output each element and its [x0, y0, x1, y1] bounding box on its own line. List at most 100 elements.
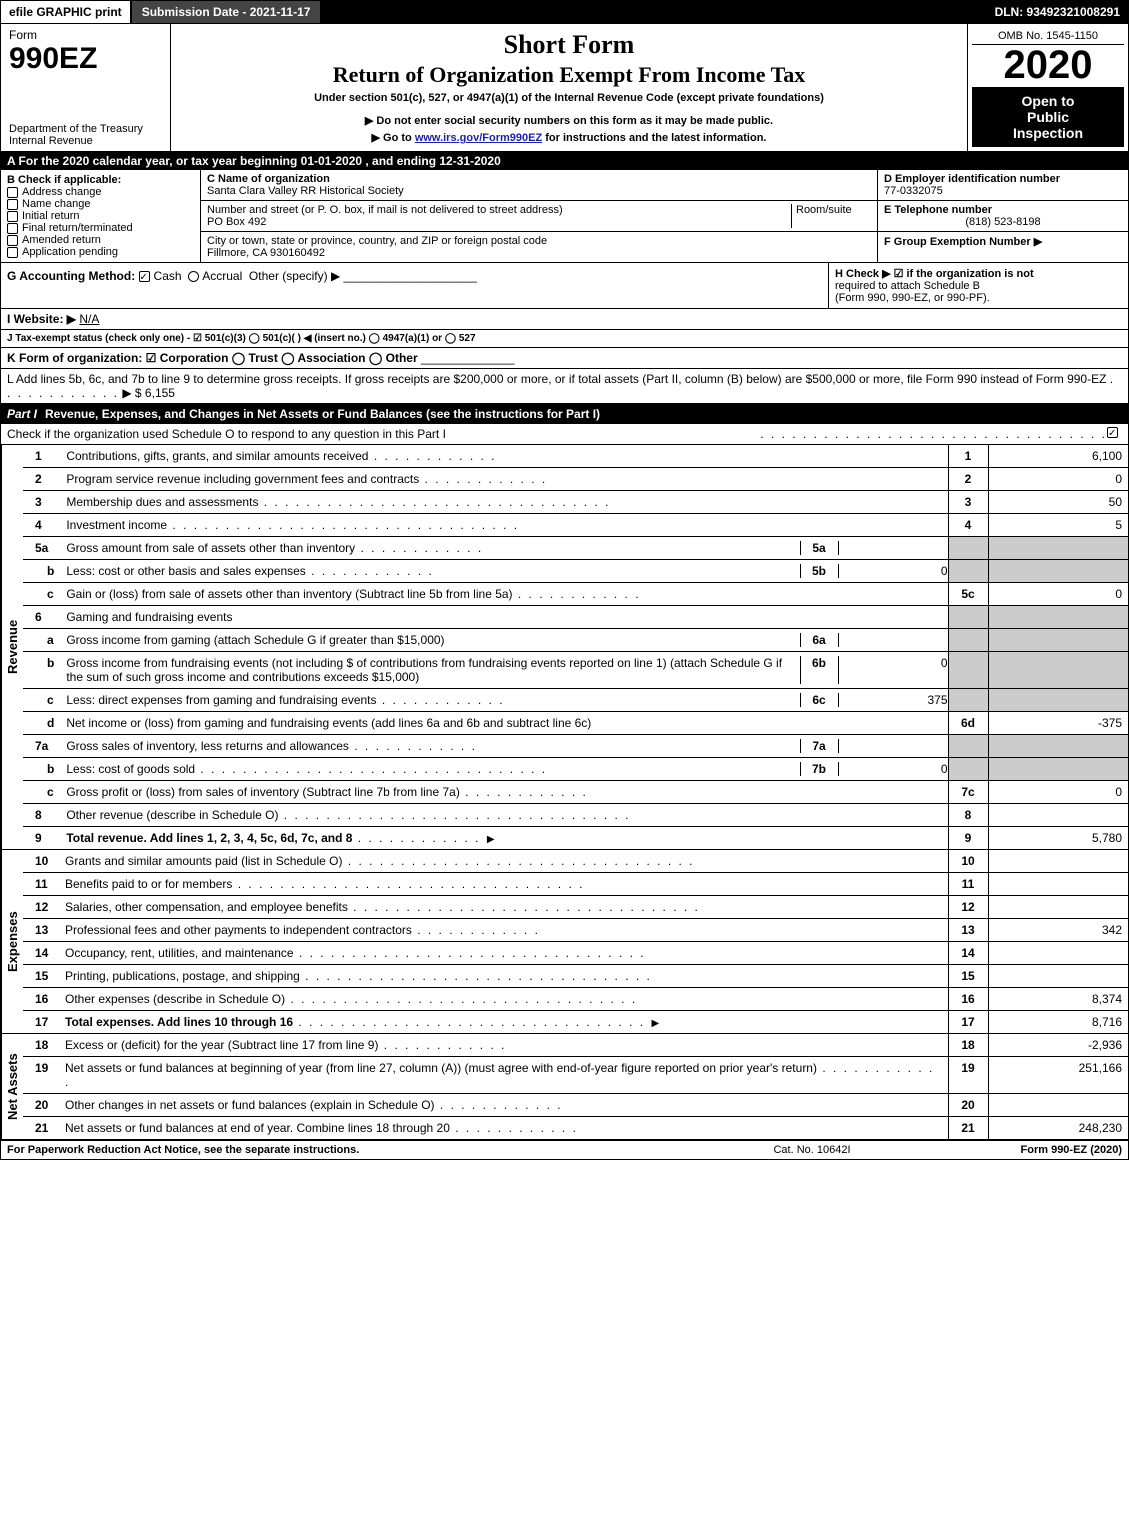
l18-val: -2,936 [988, 1034, 1128, 1057]
addr-label: Number and street (or P. O. box, if mail… [207, 204, 791, 216]
l14-val [988, 942, 1128, 965]
l9-rnum: 9 [948, 827, 988, 850]
l6a-shade2 [988, 629, 1128, 652]
l17-val: 8,716 [988, 1011, 1128, 1034]
l16-rnum: 16 [948, 988, 988, 1011]
l17-rnum: 17 [948, 1011, 988, 1034]
opt-initial-return: Initial return [22, 210, 79, 222]
l6a-shade1 [948, 629, 988, 652]
section-b-through-f: B Check if applicable: Address change Na… [1, 170, 1128, 263]
chk-cash[interactable] [139, 271, 150, 282]
goto-post: for instructions and the latest informat… [542, 132, 766, 144]
addr-value: PO Box 492 [207, 216, 791, 228]
l14-rnum: 14 [948, 942, 988, 965]
l13-val: 342 [988, 919, 1128, 942]
l5b-num: b [23, 560, 60, 583]
chk-schedule-o[interactable] [1107, 427, 1118, 438]
l6-shade1 [948, 606, 988, 629]
net-assets-side-label: Net Assets [1, 1034, 23, 1139]
section-cdef: C Name of organization Santa Clara Valle… [201, 170, 1128, 262]
paperwork-notice: For Paperwork Reduction Act Notice, see … [7, 1144, 682, 1156]
l2-val: 0 [988, 468, 1128, 491]
e-label: E Telephone number [884, 204, 1122, 216]
chk-name-change[interactable] [7, 199, 18, 210]
l6b-shade2 [988, 652, 1128, 689]
form-number: 990EZ [9, 42, 97, 75]
l16-val: 8,374 [988, 988, 1128, 1011]
l21-val: 248,230 [988, 1117, 1128, 1140]
net-assets-section: Net Assets 18Excess or (deficit) for the… [1, 1034, 1128, 1141]
l6c-m: 6c [800, 693, 838, 707]
l7b-shade1 [948, 758, 988, 781]
l1-num: 1 [23, 445, 60, 468]
org-name: Santa Clara Valley RR Historical Society [207, 185, 871, 197]
efile-print-label[interactable]: efile GRAPHIC print [1, 1, 132, 23]
l12-rnum: 12 [948, 896, 988, 919]
chk-accrual[interactable] [188, 271, 199, 282]
l5a-text: Gross amount from sale of assets other t… [60, 537, 948, 560]
revenue-side-label: Revenue [1, 445, 23, 849]
l13-num: 13 [23, 919, 59, 942]
l5a-m: 5a [800, 541, 838, 555]
l6a-num: a [23, 629, 60, 652]
l21-rnum: 21 [948, 1117, 988, 1140]
h-line3: (Form 990, 990-EZ, or 990-PF). [835, 292, 1122, 304]
main-title: Return of Organization Exempt From Incom… [179, 62, 959, 88]
l5a-shade2 [988, 537, 1128, 560]
l7b-shade2 [988, 758, 1128, 781]
chk-final-return[interactable] [7, 223, 18, 234]
l11-val [988, 873, 1128, 896]
l21-num: 21 [23, 1117, 59, 1140]
l6a-m: 6a [800, 633, 838, 647]
l17-text: Total expenses. Add lines 10 through 16 [59, 1011, 948, 1034]
revenue-table: 1Contributions, gifts, grants, and simil… [23, 445, 1128, 849]
l-amount: ▶ $ 6,155 [122, 386, 175, 400]
section-b: B Check if applicable: Address change Na… [1, 170, 201, 262]
goto-pre: ▶ Go to [372, 132, 415, 144]
section-g-h: G Accounting Method: Cash Accrual Other … [1, 263, 1128, 309]
l12-text: Salaries, other compensation, and employ… [59, 896, 948, 919]
form-word: Form [9, 28, 37, 42]
l6a-mv [838, 633, 948, 647]
d-label: D Employer identification number [884, 173, 1122, 185]
l5b-shade2 [988, 560, 1128, 583]
l6c-mv: 375 [838, 693, 948, 707]
l20-rnum: 20 [948, 1094, 988, 1117]
l7b-text: Less: cost of goods sold7b0 [60, 758, 948, 781]
l3-text: Membership dues and assessments [60, 491, 948, 514]
open-line2: Public [974, 109, 1122, 125]
l6d-num: d [23, 712, 60, 735]
l2-num: 2 [23, 468, 60, 491]
l6b-m: 6b [800, 656, 838, 684]
l5c-text: Gain or (loss) from sale of assets other… [60, 583, 948, 606]
l20-num: 20 [23, 1094, 59, 1117]
l5b-shade1 [948, 560, 988, 583]
chk-address-change[interactable] [7, 187, 18, 198]
chk-initial-return[interactable] [7, 211, 18, 222]
line-i: I Website: ▶ N/A [1, 309, 1128, 330]
chk-amended-return[interactable] [7, 235, 18, 246]
l6-shade2 [988, 606, 1128, 629]
l20-val [988, 1094, 1128, 1117]
l1-val: 6,100 [988, 445, 1128, 468]
l21-text: Net assets or fund balances at end of ye… [59, 1117, 948, 1140]
chk-application-pending[interactable] [7, 247, 18, 258]
l5b-m: 5b [800, 564, 838, 578]
l2-text: Program service revenue including govern… [60, 468, 948, 491]
l6-text: Gaming and fundraising events [60, 606, 948, 629]
opt-name-change: Name change [22, 198, 91, 210]
l4-num: 4 [23, 514, 60, 537]
open-line1: Open to [974, 93, 1122, 109]
l7a-shade2 [988, 735, 1128, 758]
l14-text: Occupancy, rent, utilities, and maintena… [59, 942, 948, 965]
net-assets-table: 18Excess or (deficit) for the year (Subt… [23, 1034, 1128, 1139]
l4-rnum: 4 [948, 514, 988, 537]
room-suite-label: Room/suite [791, 204, 871, 228]
l2-rnum: 2 [948, 468, 988, 491]
l5b-mv: 0 [838, 564, 948, 578]
l20-text: Other changes in net assets or fund bala… [59, 1094, 948, 1117]
j-label: J Tax-exempt status (check only one) - ☑… [7, 333, 476, 344]
h-line1: H Check ▶ ☑ if the organization is not [835, 267, 1122, 280]
l7b-m: 7b [800, 762, 838, 776]
irs-link[interactable]: www.irs.gov/Form990EZ [415, 132, 542, 144]
